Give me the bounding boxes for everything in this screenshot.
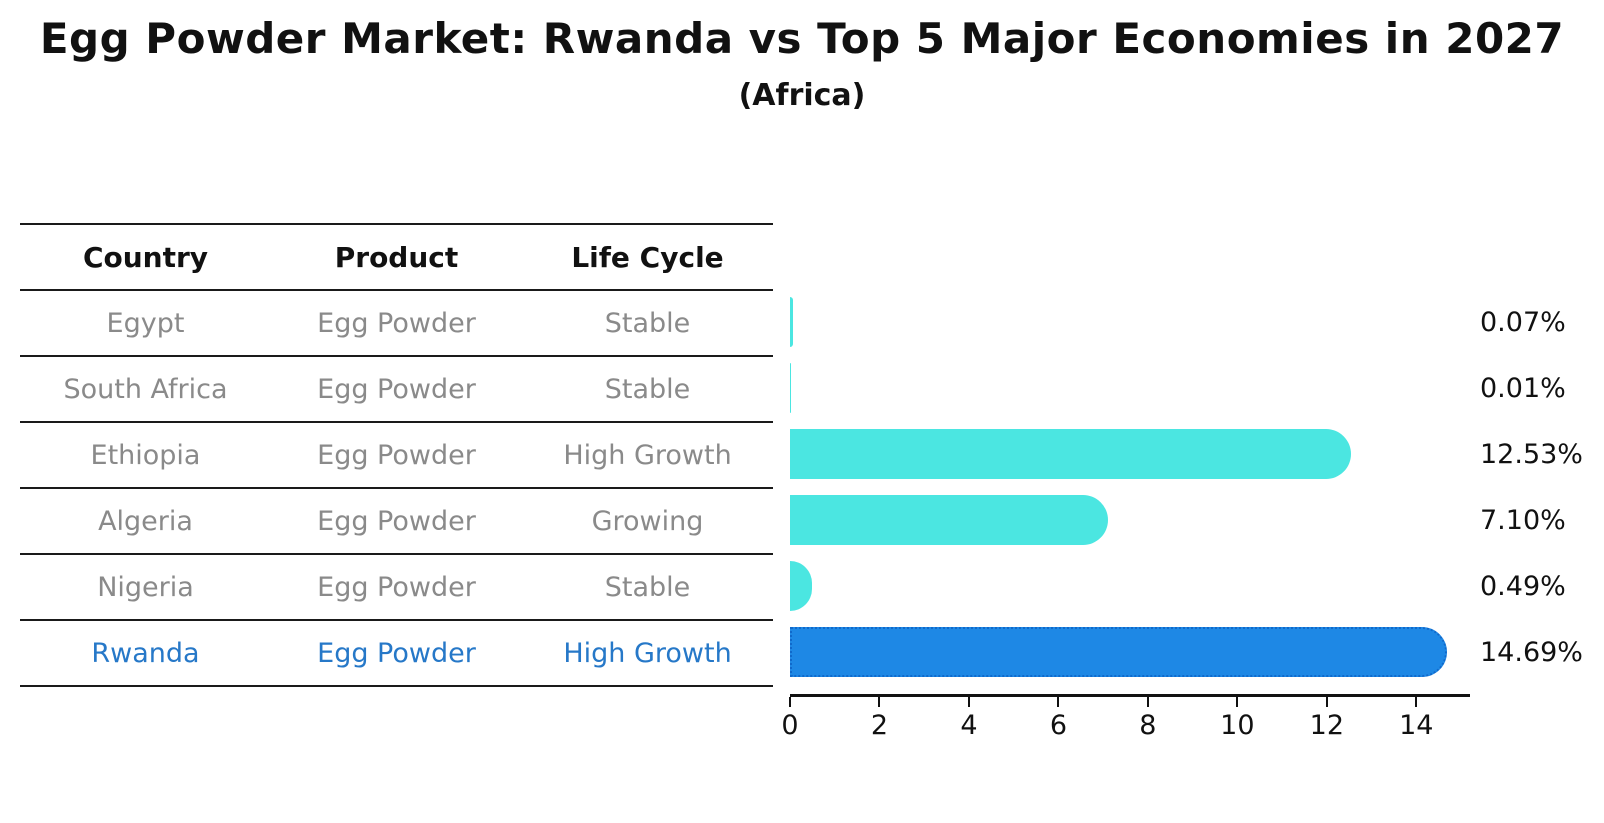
table-row-highlight-rwanda: Rwanda Egg Powder High Growth <box>20 621 773 687</box>
x-axis-tick <box>878 697 881 707</box>
bar-south-africa <box>790 363 791 413</box>
table-row: Ethiopia Egg Powder High Growth <box>20 423 773 489</box>
cell-life-cycle: Stable <box>604 307 691 339</box>
cell-product: Egg Powder <box>317 571 476 603</box>
chart-title: Egg Powder Market: Rwanda vs Top 5 Major… <box>39 14 1565 63</box>
bar-row <box>790 487 1470 553</box>
bar-row <box>790 421 1470 487</box>
x-axis-tick <box>967 697 970 707</box>
table-row: South Africa Egg Powder Stable <box>20 357 773 423</box>
table-row: Algeria Egg Powder Growing <box>20 489 773 555</box>
x-axis-tick <box>789 697 791 707</box>
x-axis-tick <box>1236 697 1239 707</box>
chart-subtitle: (Africa) <box>738 78 866 113</box>
x-axis-tick-label: 10 <box>1220 710 1255 741</box>
cell-product: Egg Powder <box>317 439 476 471</box>
cell-product: Egg Powder <box>317 307 476 339</box>
value-label-ethiopia: 12.53% <box>1480 438 1583 470</box>
cell-product: Egg Powder <box>317 373 476 405</box>
x-axis: 0 2 4 6 8 10 12 14 <box>781 694 1470 743</box>
cell-country: Egypt <box>106 307 185 339</box>
x-axis-tick-label: 12 <box>1309 710 1345 741</box>
value-label-nigeria: 0.49% <box>1480 570 1566 602</box>
value-label-algeria: 7.10% <box>1480 504 1566 536</box>
table-header-life-cycle: Life Cycle <box>571 240 724 274</box>
table-header-product: Product <box>334 240 459 274</box>
bar-ethiopia <box>790 429 1351 479</box>
bar-egypt <box>790 297 794 347</box>
value-label-rwanda: 14.69% <box>1480 636 1583 668</box>
value-label-column: 0.07% 0.01% 12.53% 7.10% 0.49% 14.69% <box>1480 289 1604 685</box>
bar-row <box>790 619 1470 685</box>
x-axis-tick-label: 4 <box>960 710 978 741</box>
table-header-country: Country <box>82 240 209 274</box>
x-axis-tick-label: 0 <box>781 710 799 741</box>
cell-country: Nigeria <box>97 571 194 603</box>
cell-country: South Africa <box>63 373 228 405</box>
country-table: Country Product Life Cycle Egypt Egg Pow… <box>20 223 773 687</box>
x-axis-tick-label: 2 <box>870 710 889 741</box>
table-header-row: Country Product Life Cycle <box>20 223 773 291</box>
x-axis-tick <box>1415 697 1418 707</box>
cell-country: Ethiopia <box>90 439 201 471</box>
bar-nigeria <box>790 561 812 611</box>
cell-country: Algeria <box>98 505 193 537</box>
bar-row <box>790 355 1470 421</box>
value-label-egypt: 0.07% <box>1480 306 1566 338</box>
x-axis-tick-label: 14 <box>1399 710 1434 741</box>
cell-life-cycle: High Growth <box>563 637 732 669</box>
bar-rwanda <box>790 627 1448 677</box>
value-label-south-africa: 0.01% <box>1480 372 1566 404</box>
x-axis-tick <box>1057 697 1060 707</box>
bar-algeria <box>790 495 1108 545</box>
x-axis-tick <box>1146 697 1149 707</box>
bar-plot-area <box>790 289 1470 685</box>
x-axis-tick <box>1325 697 1328 707</box>
cell-life-cycle: Stable <box>604 571 691 603</box>
cell-country: Rwanda <box>91 637 200 669</box>
x-axis-tick-label: 6 <box>1049 710 1067 741</box>
bar-row <box>790 553 1470 619</box>
cell-life-cycle: Stable <box>604 373 691 405</box>
x-axis-tick-label: 8 <box>1139 710 1157 741</box>
cell-product: Egg Powder <box>317 637 476 669</box>
cell-life-cycle: Growing <box>591 505 704 537</box>
table-row: Nigeria Egg Powder Stable <box>20 555 773 621</box>
cell-life-cycle: High Growth <box>563 439 732 471</box>
cell-product: Egg Powder <box>317 505 476 537</box>
table-row: Egypt Egg Powder Stable <box>20 291 773 357</box>
bar-row <box>790 289 1470 355</box>
